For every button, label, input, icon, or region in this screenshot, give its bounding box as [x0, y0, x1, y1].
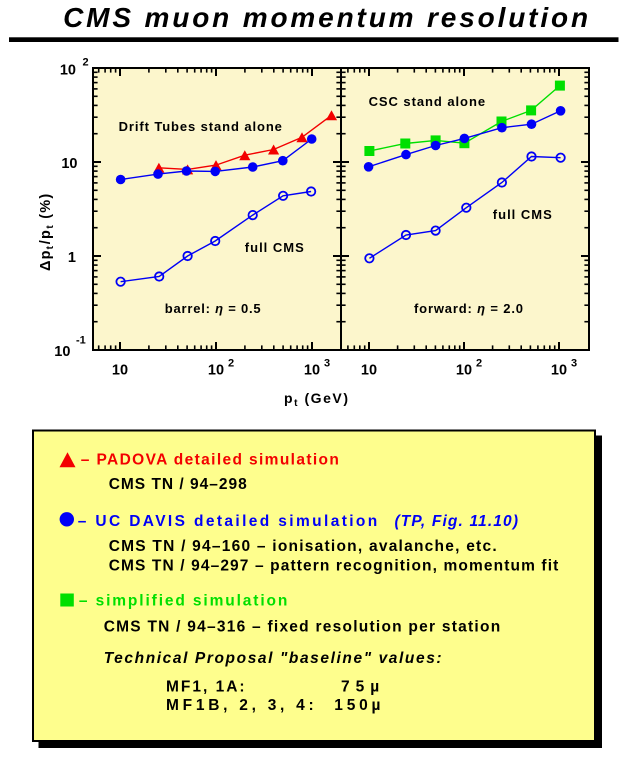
svg-text:/p: /p [38, 229, 54, 244]
svg-text:10: 10 [551, 363, 567, 379]
svg-text:10: 10 [456, 363, 472, 379]
svg-text:t: t [45, 245, 56, 249]
svg-text:3: 3 [324, 358, 330, 370]
svg-text:CMS TN / 94–298: CMS TN / 94–298 [109, 476, 248, 493]
svg-text:MF1B, 2, 3, 4:: MF1B, 2, 3, 4: [166, 697, 317, 714]
svg-text:full CMS: full CMS [245, 240, 305, 255]
svg-text:1: 1 [68, 250, 76, 266]
svg-text:2: 2 [83, 57, 89, 69]
svg-text:CMS TN / 94–316 – fixed reso: CMS TN / 94–316 – fixed resolution per s… [104, 619, 502, 636]
svg-text:75µ: 75µ [341, 679, 385, 696]
svg-text:-1: -1 [76, 334, 86, 346]
svg-text:barrel: η = 0.5: barrel: η = 0.5 [165, 301, 262, 316]
svg-text:(%): (%) [38, 193, 54, 224]
svg-text:– PADOVA detailed simulation: – PADOVA detailed simulation [81, 451, 340, 468]
svg-text:forward: η = 2.0: forward: η = 2.0 [414, 301, 524, 316]
svg-text:10: 10 [54, 344, 70, 360]
svg-text:2: 2 [228, 358, 234, 370]
svg-text:Δp: Δp [38, 249, 54, 271]
svg-text:10: 10 [60, 62, 76, 78]
svg-text:full CMS: full CMS [493, 207, 553, 222]
svg-text:(TP, Fig. 11.10): (TP, Fig. 11.10) [395, 513, 520, 530]
svg-text:Technical Proposal "baseline": Technical Proposal "baseline" values: [104, 650, 444, 667]
svg-text:10: 10 [208, 363, 224, 379]
svg-text:CMS muon momentum resolution: CMS muon momentum resolution [63, 2, 591, 33]
svg-text:CMS TN / 94–160 – ionisation: CMS TN / 94–160 – ionisation, avalanche,… [109, 538, 498, 555]
svg-text:CSC stand alone: CSC stand alone [369, 94, 486, 109]
svg-text:pt (GeV): pt (GeV) [284, 390, 350, 409]
svg-text:CMS TN / 94–297 – pattern re: CMS TN / 94–297 – pattern recognition, m… [109, 558, 560, 575]
svg-text:MF1, 1A:: MF1, 1A: [166, 679, 247, 696]
svg-text:10: 10 [361, 363, 377, 379]
svg-text:10: 10 [304, 363, 320, 379]
svg-text:t: t [45, 225, 56, 229]
svg-text:10: 10 [112, 363, 128, 379]
svg-text:2: 2 [476, 358, 482, 370]
svg-text:– UC DAVIS detailed simulation: – UC DAVIS detailed simulation [78, 513, 380, 530]
svg-text:Drift Tubes stand alone: Drift Tubes stand alone [119, 119, 283, 134]
svg-text:10: 10 [61, 156, 77, 172]
svg-text:150µ: 150µ [334, 697, 384, 714]
svg-text:3: 3 [571, 358, 577, 370]
svg-text:– simplified simulation: – simplified simulation [79, 592, 289, 609]
